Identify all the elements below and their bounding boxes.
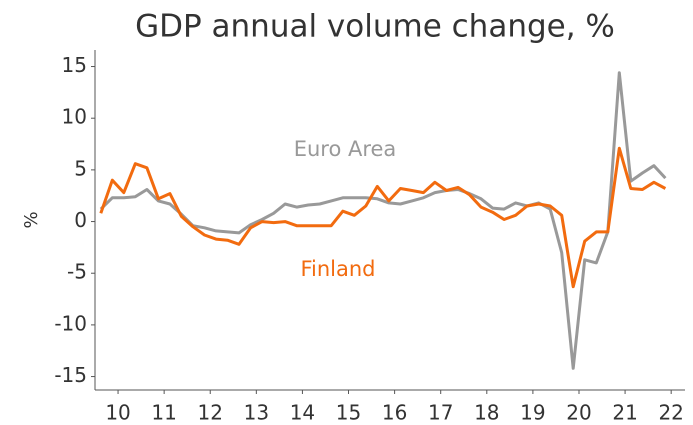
x-tick-label: 20: [566, 401, 591, 425]
x-tick-label: 18: [474, 401, 499, 425]
series-line: [99, 71, 667, 370]
x-tick-label: 13: [244, 401, 269, 425]
x-tick-label: 22: [658, 401, 683, 425]
x-tick-label: 10: [105, 401, 130, 425]
y-tick-label: 10: [62, 105, 87, 129]
y-tick-label: 15: [62, 53, 87, 77]
chart-title: GDP annual volume change, %: [135, 9, 615, 45]
series-label: Euro Area: [294, 137, 397, 161]
y-tick-label: -10: [54, 311, 87, 335]
y-tick-label: -15: [54, 363, 87, 387]
y-axis-label: %: [21, 211, 42, 228]
x-tick-label: 21: [612, 401, 637, 425]
x-tick-label: 11: [151, 401, 176, 425]
x-tick-label: 19: [520, 401, 545, 425]
series-label: Finland: [300, 257, 375, 281]
y-tick-label: -5: [67, 260, 87, 284]
y-tick-label: 0: [74, 208, 87, 232]
x-tick-label: 12: [198, 401, 223, 425]
series-line: [99, 146, 667, 289]
x-tick-label: 15: [336, 401, 361, 425]
x-tick-label: 16: [382, 401, 407, 425]
x-tick-label: 14: [290, 401, 315, 425]
y-tick-label: 5: [74, 156, 87, 180]
x-tick-label: 17: [428, 401, 453, 425]
